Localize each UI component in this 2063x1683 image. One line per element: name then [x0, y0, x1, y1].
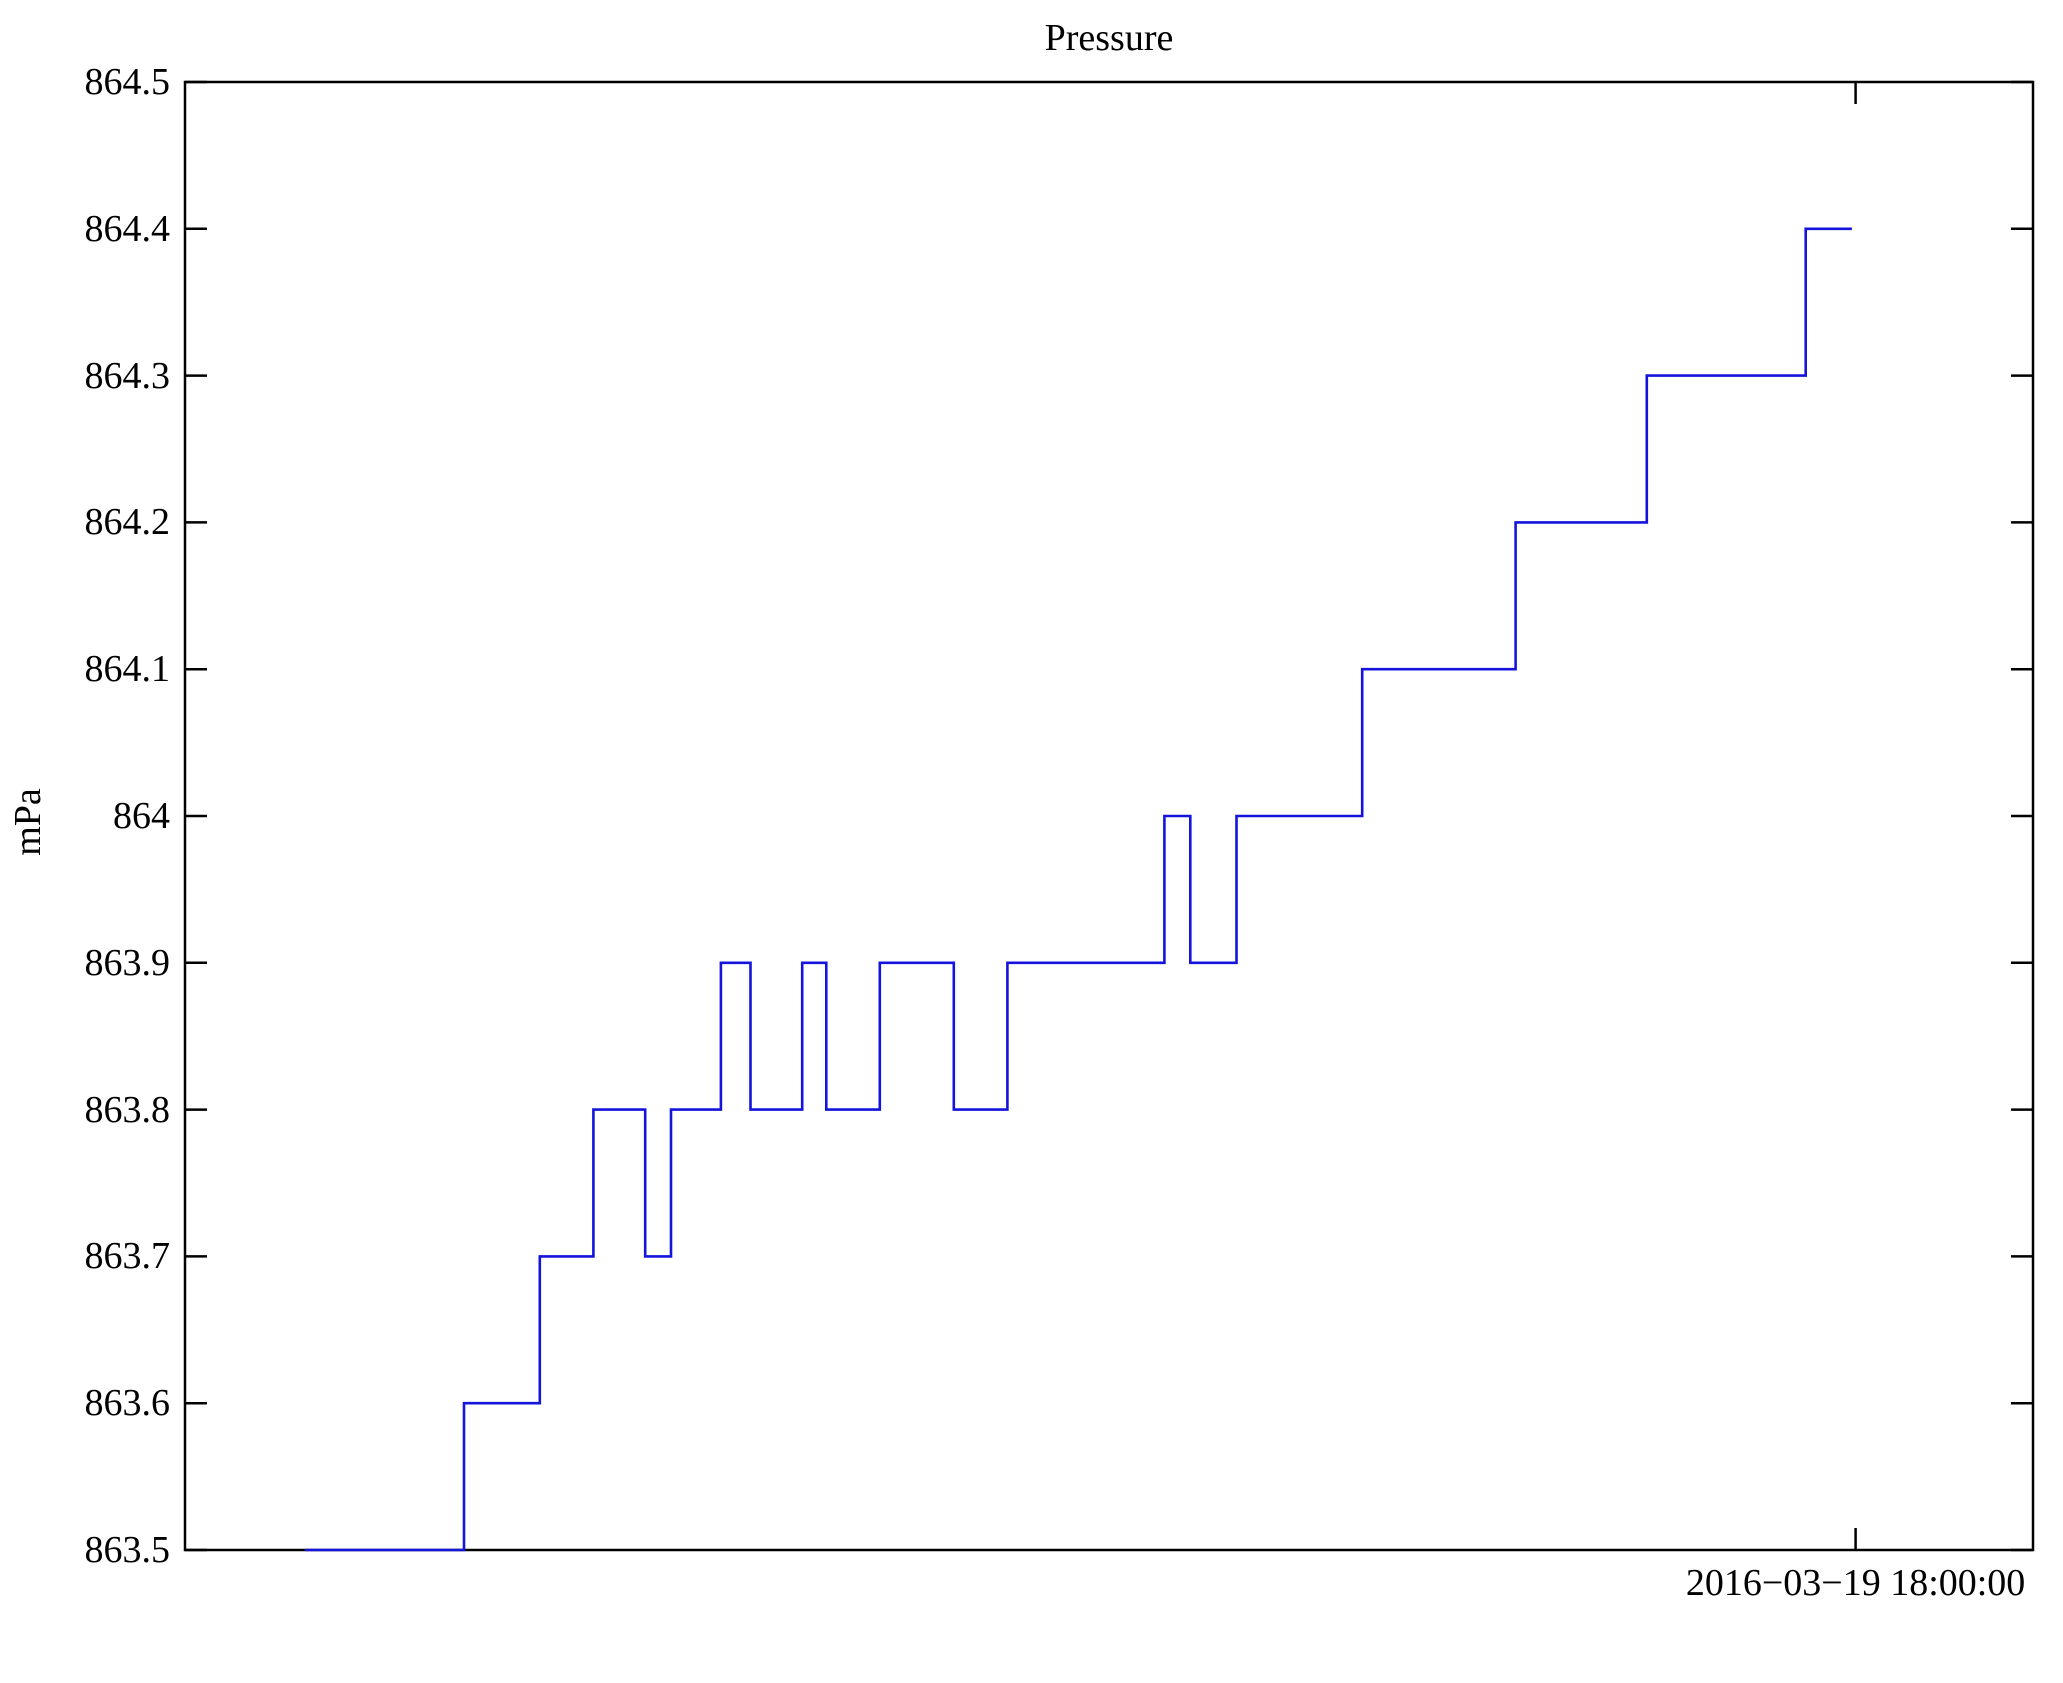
- x-tick-label: 2016−03−19 18:00:00: [1685, 1562, 2026, 1604]
- y-tick-label: 863.8: [84, 1088, 171, 1131]
- y-tick-label: 864.2: [84, 501, 171, 544]
- y-tick-label: 863.6: [84, 1382, 171, 1425]
- y-tick-label: 864.4: [84, 207, 171, 250]
- pressure-step-line: [305, 227, 1852, 1552]
- axis-tick-marks: [185, 80, 2033, 1552]
- y-tick-label: 863.5: [84, 1529, 171, 1571]
- y-tick-label: 863.7: [84, 1235, 171, 1278]
- y-tick-label: 864: [113, 795, 170, 837]
- y-tick-label: 863.9: [84, 941, 171, 984]
- chart-title: Pressure: [1044, 17, 1174, 59]
- y-tick-label: 864.1: [84, 648, 171, 691]
- y-tick-label: 864.3: [84, 354, 171, 397]
- plot-frame: [183, 80, 2035, 1552]
- y-tick-label: 864.5: [84, 61, 171, 103]
